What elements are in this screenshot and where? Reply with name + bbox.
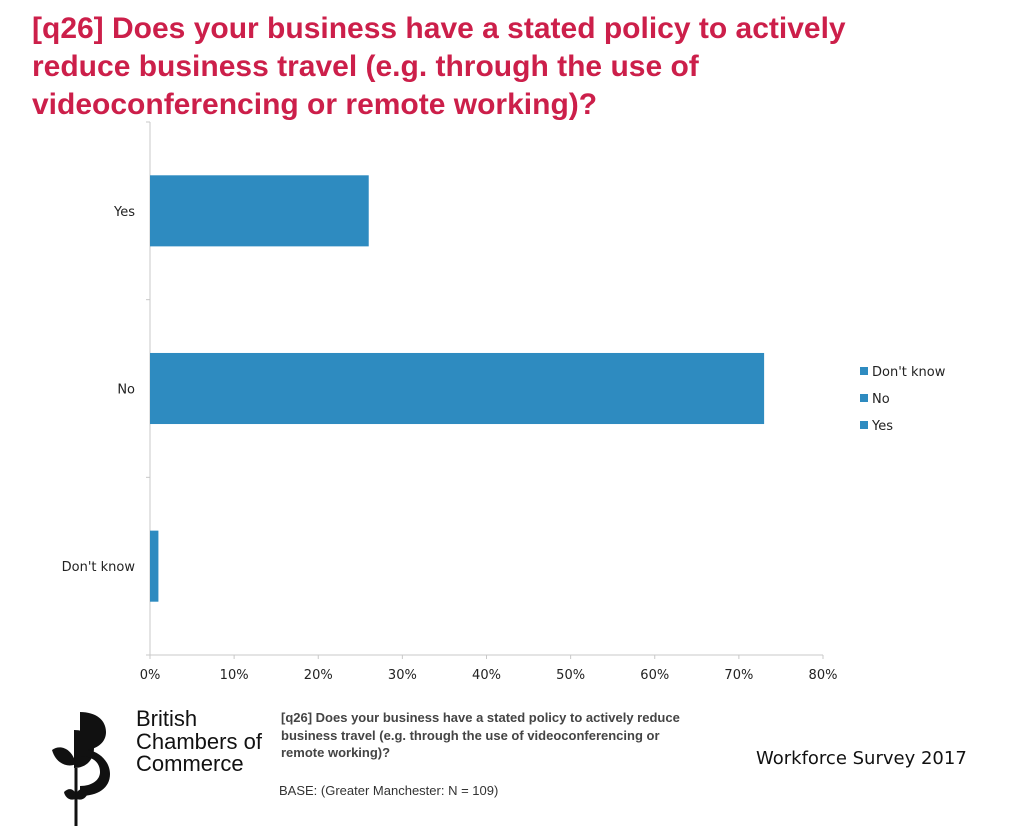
x-tick-label: 60%	[640, 668, 669, 683]
footer-question: [q26] Does your business have a stated p…	[281, 710, 680, 760]
x-tick-label: 0%	[140, 668, 161, 683]
legend-swatch	[860, 394, 868, 402]
legend-label: Don't know	[872, 365, 946, 380]
bar	[150, 352, 765, 425]
x-tick-label: 30%	[388, 668, 417, 683]
category-label: Yes	[113, 205, 135, 220]
chart-legend: Don't know No Yes	[860, 365, 946, 434]
legend-label: No	[872, 392, 890, 407]
category-label: Don't know	[62, 560, 136, 575]
category-label: No	[117, 383, 135, 398]
x-tick-label: 80%	[809, 668, 838, 683]
bar	[150, 175, 369, 247]
logo-line-3: Commerce	[136, 751, 244, 776]
legend-swatch	[860, 421, 868, 429]
footer-base: BASE: (Greater Manchester: N = 109)	[279, 783, 499, 798]
x-tick-label: 10%	[220, 668, 249, 683]
x-tick-label: 20%	[304, 668, 333, 683]
chart-title: [q26] Does your business have a stated p…	[32, 12, 846, 121]
category-labels: Yes No Don't know	[62, 205, 136, 575]
legend-label: Yes	[871, 419, 893, 434]
logo-line-2: Chambers of	[136, 728, 262, 754]
bcc-logo-wordmark: British Chambers of Commerce	[136, 706, 262, 776]
bcc-logo	[50, 708, 280, 826]
x-tick-label: 40%	[472, 668, 501, 683]
bcc-logo-icon	[52, 712, 110, 826]
legend-swatch	[860, 367, 868, 375]
x-axis-tick-labels: 0% 10% 20% 30% 40% 50% 60% 70% 80%	[140, 668, 838, 683]
bars-group	[150, 175, 765, 602]
logo-line-1: British	[136, 706, 198, 731]
x-tick-label: 50%	[556, 668, 585, 683]
bar	[150, 530, 159, 602]
survey-name: Workforce Survey 2017	[756, 748, 967, 769]
x-tick-label: 70%	[724, 668, 753, 683]
bar-chart: Yes No Don't know 0% 10% 20% 30% 40% 50% 60% 70% 8…	[62, 121, 946, 683]
